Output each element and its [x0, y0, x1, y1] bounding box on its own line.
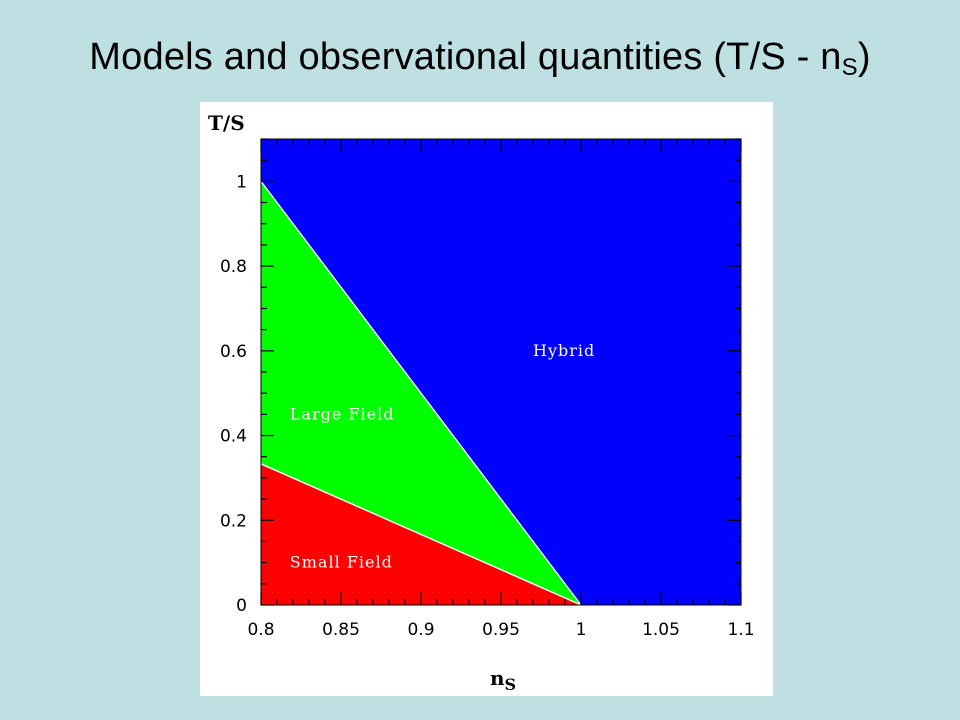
slide-title: Models and observational quantities (T/S… [0, 36, 960, 81]
boundary-large-hybrid [260, 180, 582, 606]
y-tick-label: 0.6 [220, 342, 247, 362]
x-axis-title-main: n [490, 666, 505, 690]
y-tick-label: 0 [236, 596, 247, 616]
slide-title-close: ) [857, 36, 871, 78]
slide-title-subscript: S [841, 54, 858, 81]
x-tick-label: 1.1 [727, 620, 754, 640]
x-tick-label: 0.9 [407, 620, 434, 640]
regions-layer [260, 138, 742, 606]
x-tick-label: 0.85 [322, 620, 360, 640]
plot-frame [260, 138, 742, 606]
boundary-small-large [260, 463, 582, 606]
tick-labels-layer: 0.8 0.85 0.9 0.95 1 1.05 1.1 0 0.2 0.4 0.6 0.8 1 [220, 172, 755, 640]
x-tick-label: 0.95 [482, 620, 520, 640]
slide-title-main: Models and observational quantities (T/S… [89, 36, 842, 78]
region-label-small-field: Small Field [290, 553, 393, 572]
x-tick-label: 1.05 [642, 620, 680, 640]
x-axis-title: nS [490, 666, 516, 694]
x-axis-title-subscript: S [505, 675, 517, 694]
y-tick-label: 0.8 [220, 257, 247, 277]
ticks-layer [260, 138, 742, 606]
x-tick-label: 0.8 [247, 620, 274, 640]
y-tick-label: 1 [236, 172, 247, 192]
y-tick-label: 0.2 [220, 511, 247, 531]
region-label-hybrid: Hybrid [533, 341, 595, 360]
region-labels-layer: Hybrid Large Field Small Field [290, 341, 595, 572]
y-tick-label: 0.4 [220, 427, 247, 447]
figure-panel: Hybrid Large Field Small Field 0.8 0.85 0.9 0… [200, 102, 773, 696]
y-axis-title: T/S [208, 111, 245, 135]
boundaries-layer [260, 180, 582, 606]
region-label-large-field: Large Field [290, 404, 395, 423]
x-tick-label: 1 [576, 620, 587, 640]
